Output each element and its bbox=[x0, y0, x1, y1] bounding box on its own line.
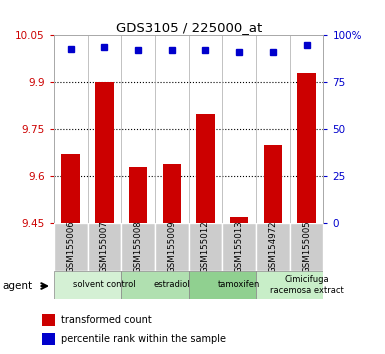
Text: agent: agent bbox=[2, 281, 32, 291]
Text: solvent control: solvent control bbox=[73, 280, 136, 290]
Bar bbox=[54, 271, 121, 299]
Text: GSM155005: GSM155005 bbox=[302, 221, 311, 273]
Bar bbox=[162, 164, 181, 223]
Bar bbox=[129, 167, 147, 223]
Text: GSM155006: GSM155006 bbox=[66, 221, 75, 273]
Text: tamoxifen: tamoxifen bbox=[218, 280, 260, 290]
Bar bbox=[290, 223, 323, 271]
Bar bbox=[121, 271, 189, 299]
Bar bbox=[297, 73, 316, 223]
Text: GSM155007: GSM155007 bbox=[100, 221, 109, 273]
Text: estradiol: estradiol bbox=[154, 280, 190, 290]
Text: GSM154972: GSM154972 bbox=[268, 221, 277, 273]
Bar bbox=[42, 333, 55, 346]
Bar bbox=[54, 223, 88, 271]
Bar bbox=[264, 145, 282, 223]
Bar bbox=[189, 223, 223, 271]
Text: GSM155009: GSM155009 bbox=[167, 221, 176, 273]
Bar bbox=[95, 82, 114, 223]
Bar bbox=[62, 154, 80, 223]
Bar bbox=[196, 114, 215, 223]
Bar bbox=[121, 223, 155, 271]
Bar bbox=[223, 223, 256, 271]
Text: GSM155013: GSM155013 bbox=[235, 221, 244, 273]
Bar bbox=[88, 223, 121, 271]
Bar bbox=[42, 314, 55, 326]
Text: GSM155012: GSM155012 bbox=[201, 221, 210, 273]
Bar bbox=[230, 217, 248, 223]
Text: transformed count: transformed count bbox=[62, 315, 152, 325]
Text: Cimicifuga
racemosa extract: Cimicifuga racemosa extract bbox=[270, 275, 343, 295]
Title: GDS3105 / 225000_at: GDS3105 / 225000_at bbox=[116, 21, 262, 34]
Text: percentile rank within the sample: percentile rank within the sample bbox=[62, 335, 226, 344]
Bar bbox=[155, 223, 189, 271]
Text: GSM155008: GSM155008 bbox=[134, 221, 142, 273]
Bar bbox=[189, 271, 256, 299]
Bar bbox=[256, 271, 323, 299]
Bar bbox=[256, 223, 290, 271]
